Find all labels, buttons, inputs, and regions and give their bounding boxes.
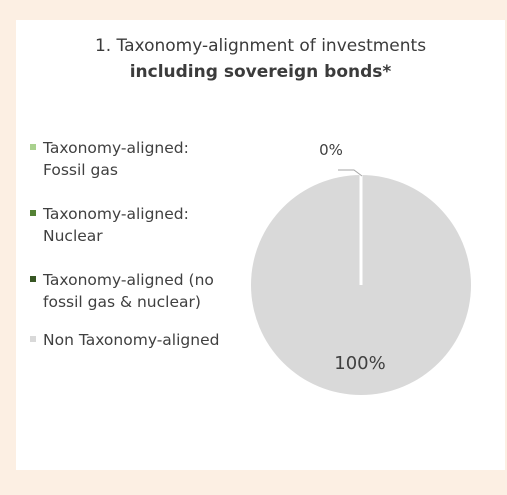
chart-title-line1: 1. Taxonomy-alignment of investments [94, 36, 427, 56]
data-label-hundred: 100% [334, 353, 385, 374]
legend-swatch [30, 276, 36, 282]
legend-item-nuclear: Taxonomy-aligned: Nuclear [30, 203, 189, 247]
chart-subtitle: including sovereign bonds* [129, 62, 392, 82]
legend-label: Non Taxonomy-aligned [43, 331, 220, 349]
legend-label: Taxonomy-aligned (no fossil gas & nuclea… [43, 271, 214, 311]
legend-swatch [30, 144, 36, 150]
legend-swatch [30, 336, 36, 342]
leader-line [338, 169, 363, 177]
legend-swatch [30, 210, 36, 216]
legend-label: Taxonomy-aligned: Nuclear [43, 205, 189, 245]
legend-item-non-aligned: Non Taxonomy-aligned [30, 329, 219, 351]
data-label-zero: 0% [319, 141, 343, 159]
legend-item-other-aligned: Taxonomy-aligned (no fossil gas & nuclea… [30, 269, 214, 313]
pie-slices [251, 175, 471, 395]
legend-item-fossil-gas: Taxonomy-aligned: Fossil gas [30, 137, 189, 181]
legend-label: Taxonomy-aligned: Fossil gas [43, 139, 189, 179]
